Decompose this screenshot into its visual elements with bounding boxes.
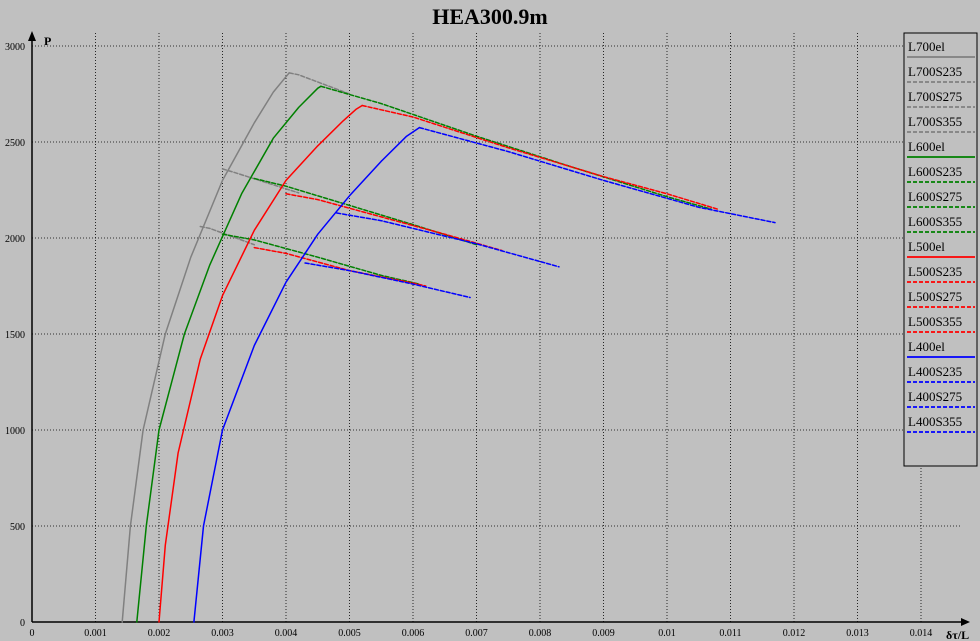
x-axis-arrow xyxy=(961,618,970,626)
y-tick-label: 1000 xyxy=(5,426,25,437)
legend-label-l400s275: L400S275 xyxy=(908,389,962,404)
legend-label-l600s235: L600S235 xyxy=(908,164,962,179)
series-line-l700s275 xyxy=(221,168,300,194)
y-axis-label: P xyxy=(44,34,51,48)
x-tick-label: 0.007 xyxy=(465,628,488,639)
series-line-l400s235 xyxy=(304,262,471,299)
series-lines xyxy=(121,72,776,623)
x-tick-label: 0.014 xyxy=(910,628,933,639)
series-line-l700s235 xyxy=(199,225,256,246)
y-tick-label: 2000 xyxy=(5,234,25,245)
legend-label-l600s355: L600S355 xyxy=(908,214,962,229)
x-tick-label: 0.012 xyxy=(783,628,806,639)
series-line-l600s355 xyxy=(320,85,713,210)
legend-label-l500s355: L500S355 xyxy=(908,314,962,329)
chart-title: HEA300.9m xyxy=(432,4,548,29)
y-tick-label: 500 xyxy=(10,522,25,533)
series-line-l700el xyxy=(121,72,290,623)
legend-box xyxy=(903,32,978,467)
legend-label-l600s275: L600S275 xyxy=(908,189,962,204)
y-tick-label: 2500 xyxy=(5,138,25,149)
y-tick-label: 1500 xyxy=(5,330,25,341)
series-line-l700s355 xyxy=(288,72,351,95)
legend-label-l400el: L400el xyxy=(908,339,945,354)
x-tick-label: 0.011 xyxy=(719,628,741,639)
axes: P δτ/L xyxy=(28,31,970,641)
x-tick-label: 0.001 xyxy=(84,628,107,639)
legend-label-l700s275: L700S275 xyxy=(908,89,962,104)
legend: L700el L700S235 L700S275 L700S355 L600el L600… xyxy=(903,32,978,467)
legend-label-l500el: L500el xyxy=(908,239,945,254)
series-line-l400el xyxy=(193,126,421,623)
x-tick-label: 0.008 xyxy=(529,628,552,639)
x-tick-label: 0.013 xyxy=(846,628,869,639)
tick-labels: 0 0.001 0.002 0.003 0.004 0.005 0.006 0.007 0.00… xyxy=(5,42,932,639)
series-line-l400s355 xyxy=(418,126,776,224)
legend-label-l500s275: L500S275 xyxy=(908,289,962,304)
series-line-l400s275 xyxy=(336,212,560,268)
y-tick-label: 0 xyxy=(20,618,25,629)
x-tick-label: 0.004 xyxy=(275,628,298,639)
x-tick-label: 0.003 xyxy=(211,628,234,639)
series-line-l500el xyxy=(158,104,363,623)
legend-label-l400s355: L400S355 xyxy=(908,414,962,429)
legend-label-l600el: L600el xyxy=(908,139,945,154)
y-axis-arrow xyxy=(28,31,36,41)
x-tick-label: 0.002 xyxy=(148,628,171,639)
x-axis-label: δτ/L xyxy=(946,628,969,641)
x-tick-label: 0.01 xyxy=(658,628,676,639)
x-tick-label: 0.009 xyxy=(592,628,615,639)
series-line-l600el xyxy=(136,85,322,623)
x-tick-label: 0.006 xyxy=(402,628,425,639)
legend-label-l700el: L700el xyxy=(908,39,945,54)
x-tick-label: 0.005 xyxy=(338,628,361,639)
legend-label-l400s235: L400S235 xyxy=(908,364,962,379)
x-tick-label: 0 xyxy=(30,628,35,639)
legend-label-l700s355: L700S355 xyxy=(908,114,962,129)
legend-label-l500s235: L500S235 xyxy=(908,264,962,279)
legend-label-l700s235: L700S235 xyxy=(908,64,962,79)
series-line-l600s235 xyxy=(221,233,421,285)
series-line-l500s355 xyxy=(361,104,719,210)
series-line-l500s275 xyxy=(285,193,503,252)
y-tick-label: 3000 xyxy=(5,42,25,53)
